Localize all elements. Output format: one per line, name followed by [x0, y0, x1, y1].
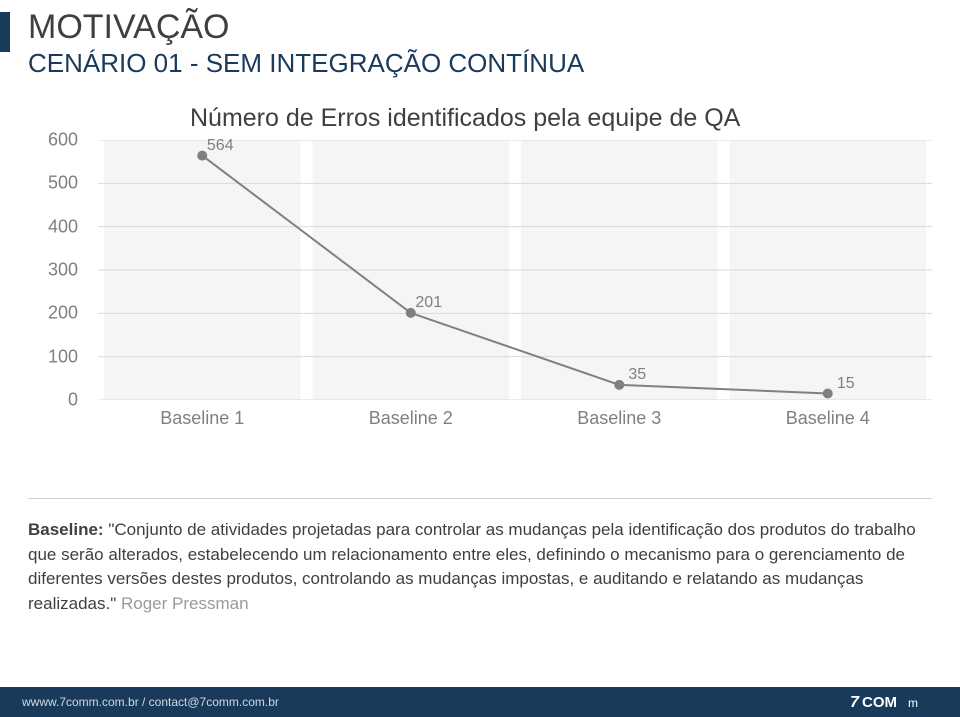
x-tick-label: Baseline 3	[577, 408, 661, 429]
footer-logo: 7 COM m	[850, 691, 940, 713]
line-chart: 0100200300400500600 5642013515 Baseline …	[28, 140, 932, 440]
page-title: MOTIVAÇÃO	[28, 8, 230, 47]
accent-bar	[0, 12, 10, 52]
footer-bar: wwww.7comm.com.br / contact@7comm.com.br…	[0, 687, 960, 717]
svg-text:m: m	[908, 696, 918, 710]
page-subtitle: CENÁRIO 01 - SEM INTEGRAÇÃO CONTÍNUA	[28, 48, 584, 79]
divider	[28, 498, 932, 499]
x-tick-label: Baseline 4	[786, 408, 870, 429]
y-tick-label: 100	[48, 346, 78, 367]
svg-text:7: 7	[850, 694, 860, 711]
body-author: Roger Pressman	[121, 594, 249, 613]
y-tick-label: 0	[68, 390, 78, 411]
footer-text: wwww.7comm.com.br / contact@7comm.com.br	[22, 695, 279, 709]
point-value-label: 564	[207, 137, 234, 155]
x-tick-label: Baseline 2	[369, 408, 453, 429]
point-value-label: 15	[837, 375, 855, 393]
x-axis-labels: Baseline 1 Baseline 2 Baseline 3 Baseline 4	[98, 408, 932, 438]
point-value-label: 35	[628, 366, 646, 384]
plot-area: 564 201 35 15	[98, 140, 932, 400]
body-paragraph: Baseline: "Conjunto de atividades projet…	[28, 518, 932, 617]
point-value-label: 201	[415, 294, 442, 312]
y-tick-label: 200	[48, 303, 78, 324]
body-bold-label: Baseline:	[28, 520, 104, 539]
y-tick-label: 300	[48, 260, 78, 281]
y-tick-label: 600	[48, 130, 78, 151]
y-tick-label: 500	[48, 173, 78, 194]
y-axis-labels: 0100200300400500600	[28, 140, 88, 400]
svg-text:COM: COM	[862, 694, 897, 711]
x-tick-label: Baseline 1	[160, 408, 244, 429]
chart-title: Número de Erros identificados pela equip…	[190, 104, 740, 133]
y-tick-label: 400	[48, 216, 78, 237]
chart-svg	[98, 140, 932, 400]
